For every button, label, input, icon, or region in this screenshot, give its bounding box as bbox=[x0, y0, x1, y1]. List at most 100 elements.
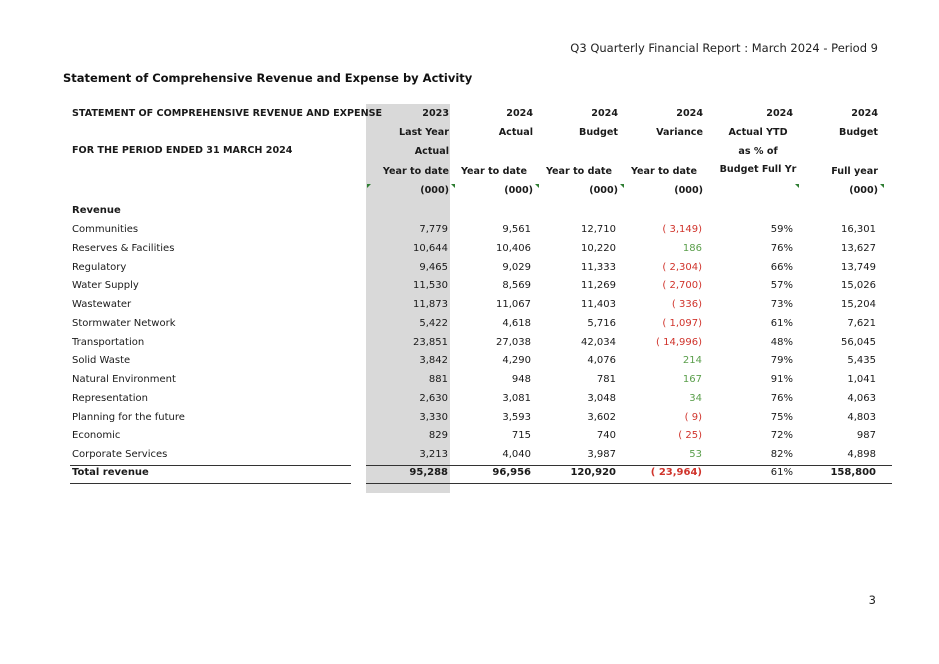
row-actual: 9,029 bbox=[502, 262, 531, 273]
row-pct: 66% bbox=[770, 262, 793, 273]
col-budget-line3: Year to date bbox=[545, 166, 613, 177]
row-actual: 4,618 bbox=[502, 318, 531, 329]
row-label: Solid Waste bbox=[72, 355, 131, 366]
total-bottom-rule bbox=[70, 483, 351, 484]
row-full-year: 13,749 bbox=[841, 262, 876, 273]
row-full-year: 1,041 bbox=[847, 374, 876, 385]
row-variance: ( 3,149) bbox=[662, 224, 702, 235]
row-full-year: 13,627 bbox=[841, 243, 876, 254]
row-variance: 34 bbox=[689, 393, 702, 404]
report-header: Q3 Quarterly Financial Report : March 20… bbox=[570, 41, 878, 55]
row-label: Water Supply bbox=[72, 280, 139, 291]
row-budget: 10,220 bbox=[581, 243, 616, 254]
row-budget: 781 bbox=[596, 374, 616, 385]
row-pct: 76% bbox=[770, 243, 793, 254]
col-variance-line2: Variance bbox=[656, 127, 703, 138]
col-budget-unit: (000) bbox=[589, 185, 618, 196]
row-label: Communities bbox=[72, 224, 139, 235]
col-actual-year: 2024 bbox=[506, 108, 533, 119]
row-budget: 4,076 bbox=[587, 355, 616, 366]
row-2023: 23,851 bbox=[413, 337, 448, 348]
row-variance: ( 9) bbox=[684, 412, 702, 423]
row-pct: 79% bbox=[770, 355, 793, 366]
row-2023: 881 bbox=[428, 374, 448, 385]
row-pct: 48% bbox=[770, 337, 793, 348]
row-actual: 948 bbox=[511, 374, 531, 385]
col-variance-year: 2024 bbox=[676, 108, 703, 119]
col-2023-line4: Year to date bbox=[382, 166, 449, 177]
row-label: Wastewater bbox=[72, 299, 132, 310]
row-2023: 3,213 bbox=[419, 449, 448, 460]
row-budget: 3,602 bbox=[587, 412, 616, 423]
col-variance-line3: Year to date bbox=[630, 166, 698, 177]
row-actual: 8,569 bbox=[502, 280, 531, 291]
row-variance: 53 bbox=[689, 449, 702, 460]
row-full-year: 56,045 bbox=[841, 337, 876, 348]
col-pct-line2: Actual YTD bbox=[728, 127, 788, 138]
row-actual: 10,406 bbox=[496, 243, 531, 254]
row-budget: 11,403 bbox=[581, 299, 616, 310]
section-title: Statement of Comprehensive Revenue and E… bbox=[63, 71, 473, 85]
col-variance-unit: (000) bbox=[674, 185, 703, 196]
row-label: Transportation bbox=[72, 337, 145, 348]
row-label: Representation bbox=[72, 393, 148, 404]
row-full-year: 4,063 bbox=[847, 393, 876, 404]
row-variance: ( 336) bbox=[671, 299, 702, 310]
total-row-2023: 95,288 bbox=[409, 467, 448, 478]
row-variance: 167 bbox=[682, 374, 702, 385]
cell-marker-icon bbox=[367, 184, 371, 188]
row-full-year: 5,435 bbox=[847, 355, 876, 366]
row-pct: 73% bbox=[770, 299, 793, 310]
col-actual-line3: Year to date bbox=[460, 166, 528, 177]
row-pct: 75% bbox=[770, 412, 793, 423]
col-pct-line4: Budget Full Yr bbox=[719, 164, 797, 175]
col-full-year: 2024 bbox=[851, 108, 878, 119]
col-2023-year: 2023 bbox=[422, 108, 449, 119]
col-budget-line2: Budget bbox=[579, 127, 618, 138]
col-full-line3: Full year bbox=[831, 166, 878, 177]
row-actual: 3,593 bbox=[502, 412, 531, 423]
row-budget: 5,716 bbox=[587, 318, 616, 329]
row-actual: 11,067 bbox=[496, 299, 531, 310]
row-label: Regulatory bbox=[72, 262, 127, 273]
row-variance: ( 1,097) bbox=[662, 318, 702, 329]
row-pct: 61% bbox=[770, 318, 793, 329]
total-top-rule bbox=[366, 465, 892, 466]
row-budget: 740 bbox=[596, 430, 616, 441]
row-variance: ( 2,700) bbox=[662, 280, 702, 291]
row-variance: 186 bbox=[682, 243, 702, 254]
row-full-year: 4,898 bbox=[847, 449, 876, 460]
row-label: Reserves & Facilities bbox=[72, 243, 175, 254]
row-budget: 3,987 bbox=[587, 449, 616, 460]
row-actual: 3,081 bbox=[502, 393, 531, 404]
col-budget-year: 2024 bbox=[591, 108, 618, 119]
row-label: Stormwater Network bbox=[72, 318, 176, 329]
row-pct: 91% bbox=[770, 374, 793, 385]
statement-title: STATEMENT OF COMPREHENSIVE REVENUE AND E… bbox=[72, 108, 383, 119]
cell-marker-icon bbox=[535, 184, 539, 188]
total-row-budget: 120,920 bbox=[570, 467, 616, 478]
page-number: 3 bbox=[868, 593, 876, 607]
col-full-line2: Budget bbox=[839, 127, 878, 138]
row-actual: 27,038 bbox=[496, 337, 531, 348]
row-budget: 12,710 bbox=[581, 224, 616, 235]
row-actual: 4,290 bbox=[502, 355, 531, 366]
col-2023-line2: Last Year bbox=[398, 127, 449, 138]
cell-marker-icon bbox=[451, 184, 455, 188]
total-bottom-rule bbox=[366, 483, 892, 484]
col-2023-unit: (000) bbox=[420, 185, 449, 196]
cell-marker-icon bbox=[880, 184, 884, 188]
col-full-unit: (000) bbox=[849, 185, 878, 196]
row-full-year: 15,026 bbox=[841, 280, 876, 291]
row-2023: 2,630 bbox=[419, 393, 448, 404]
row-variance: 214 bbox=[682, 355, 702, 366]
period-label: FOR THE PERIOD ENDED 31 MARCH 2024 bbox=[72, 145, 293, 156]
col-actual-line2: Actual bbox=[498, 127, 533, 138]
row-pct: 82% bbox=[770, 449, 793, 460]
row-2023: 3,330 bbox=[419, 412, 448, 423]
row-pct: 57% bbox=[770, 280, 793, 291]
row-2023: 5,422 bbox=[419, 318, 448, 329]
revenue-heading: Revenue bbox=[72, 205, 121, 216]
total-top-rule bbox=[70, 465, 351, 466]
row-variance: ( 14,996) bbox=[656, 337, 702, 348]
